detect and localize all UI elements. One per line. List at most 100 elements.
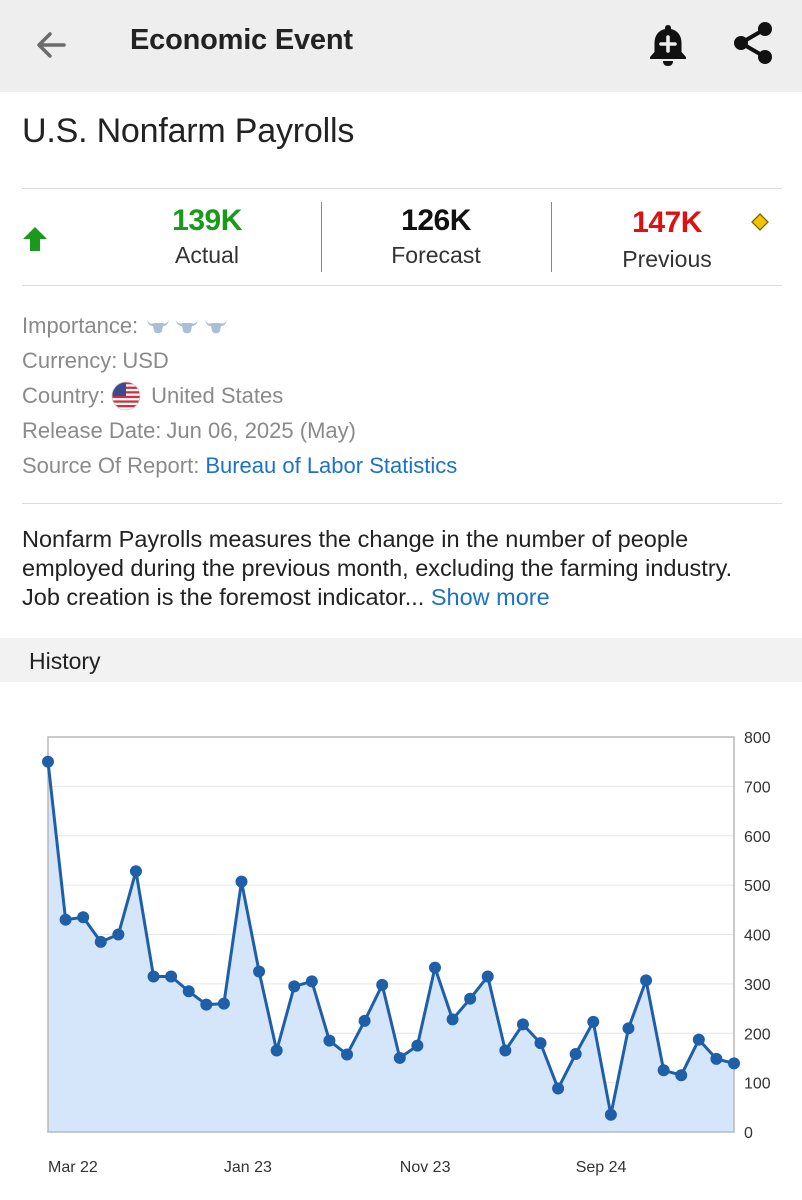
chart-data-point <box>675 1069 688 1082</box>
source-label: Source Of Report: <box>22 452 200 478</box>
yellow-diamond-icon[interactable] <box>751 213 769 231</box>
chart-data-point <box>200 998 213 1011</box>
chart-data-point <box>481 970 494 983</box>
importance-bulls <box>142 316 229 336</box>
currency-value: USD <box>122 347 169 373</box>
chart-data-point <box>288 980 301 993</box>
description-text: Nonfarm Payrolls measures the change in … <box>22 526 733 610</box>
chart-y-tick-label: 700 <box>744 779 771 796</box>
event-title: U.S. Nonfarm Payrolls <box>22 112 355 150</box>
actual-value: 139K <box>172 204 242 237</box>
chart-y-tick-label: 400 <box>744 928 771 945</box>
chart-y-tick-label: 200 <box>744 1026 771 1043</box>
chart-data-point <box>376 978 389 991</box>
chart-y-tick-label: 100 <box>744 1076 771 1093</box>
chart-series-line <box>46 761 735 1117</box>
chart-data-point <box>728 1057 740 1070</box>
chart-data-point <box>428 961 441 974</box>
stat-separator <box>551 202 552 272</box>
chart-data-point <box>710 1052 723 1065</box>
event-details: Importance: Currency: USD Country: Unite… <box>22 308 457 483</box>
divider <box>22 285 782 286</box>
back-arrow-icon[interactable] <box>28 22 74 68</box>
chart-data-point <box>587 1015 600 1028</box>
app-bar-title: Economic Event <box>130 24 353 56</box>
chart-y-tick-label: 600 <box>744 829 771 846</box>
release-date-row: Release Date: Jun 06, 2025 (May) <box>22 413 457 448</box>
us-flag-icon <box>111 381 141 410</box>
chart-area-fill <box>48 761 734 1132</box>
chart-y-tick-label: 0 <box>744 1125 753 1142</box>
chart-y-tick-label: 800 <box>744 730 771 747</box>
divider <box>22 188 782 189</box>
actual-label: Actual <box>175 242 239 268</box>
bull-icon <box>176 319 199 333</box>
chart-x-tick-label: Jan 23 <box>224 1159 272 1176</box>
chart-data-point <box>640 974 653 987</box>
chart-y-tick-label: 300 <box>744 977 771 994</box>
divider <box>22 503 782 504</box>
history-section-header: History <box>0 638 802 682</box>
add-alert-bell-icon[interactable] <box>642 18 694 70</box>
chart-data-point <box>182 985 195 998</box>
chart-y-tick-label: 500 <box>744 878 771 895</box>
country-row: Country: United States <box>22 378 457 413</box>
release-date-label: Release Date: <box>22 417 162 443</box>
bull-icon <box>205 319 228 333</box>
chart-data-point <box>604 1108 617 1121</box>
stat-separator <box>321 202 322 272</box>
chart-data-point <box>42 755 54 768</box>
chart-data-point <box>77 911 90 924</box>
release-date-value: Jun 06, 2025 (May) <box>166 417 356 443</box>
chart-data-point <box>569 1047 582 1060</box>
forecast-value: 126K <box>401 204 471 237</box>
currency-label: Currency: <box>22 347 118 373</box>
previous-value: 147K <box>632 206 702 239</box>
chart-data-point <box>217 997 230 1010</box>
chart-frame <box>47 736 735 1133</box>
bull-icon <box>147 319 170 333</box>
app-bar: Economic Event <box>0 0 802 92</box>
chart-data-point <box>393 1051 406 1064</box>
chart-data-point <box>692 1033 705 1046</box>
importance-row: Importance: <box>22 308 457 343</box>
chart-x-tick-label: Mar 22 <box>48 1159 98 1176</box>
green-up-arrow-icon <box>23 227 47 251</box>
chart-data-point <box>358 1014 371 1027</box>
previous-stat: 147K Previous <box>567 206 767 273</box>
chart-data-point <box>147 970 160 983</box>
chart-x-tick-label: Nov 23 <box>400 1159 451 1176</box>
country-label: Country: <box>22 382 106 408</box>
chart-data-point <box>165 970 178 983</box>
source-row: Source Of Report: Bureau of Labor Statis… <box>22 448 457 483</box>
forecast-label: Forecast <box>391 242 481 268</box>
chart-data-point <box>341 1048 354 1061</box>
chart-data-point <box>94 935 107 948</box>
chart-data-point <box>235 875 248 888</box>
country-value: United States <box>151 382 284 408</box>
chart-data-point <box>129 865 142 878</box>
actual-stat: 139K Actual <box>107 204 307 269</box>
previous-label: Previous <box>622 246 712 272</box>
chart-data-point <box>464 992 477 1005</box>
chart-data-point <box>323 1034 336 1047</box>
event-description: Nonfarm Payrolls measures the change in … <box>22 525 762 612</box>
chart-data-point <box>552 1082 565 1095</box>
chart-data-point <box>270 1044 283 1057</box>
history-chart: 0 100 200 300 400 500 600 700 800 Mar 22 Jan 23 Nov… <box>42 730 771 1176</box>
stats-row: 139K Actual 126K Forecast 147K Previous <box>0 190 802 284</box>
show-more-link[interactable]: Show more <box>430 584 550 610</box>
source-link[interactable]: Bureau of Labor Statistics <box>205 452 458 478</box>
chart-data-point <box>657 1064 670 1077</box>
share-icon[interactable] <box>728 18 778 68</box>
chart-data-point <box>305 975 318 988</box>
chart-data-point <box>59 913 72 926</box>
chart-data-point <box>622 1022 635 1035</box>
chart-data-point <box>446 1013 459 1026</box>
chart-data-point <box>534 1037 547 1050</box>
chart-data-point <box>253 965 266 978</box>
importance-label: Importance: <box>22 312 139 338</box>
chart-data-point <box>112 928 125 941</box>
chart-data-point <box>411 1039 424 1052</box>
forecast-stat: 126K Forecast <box>336 204 536 269</box>
